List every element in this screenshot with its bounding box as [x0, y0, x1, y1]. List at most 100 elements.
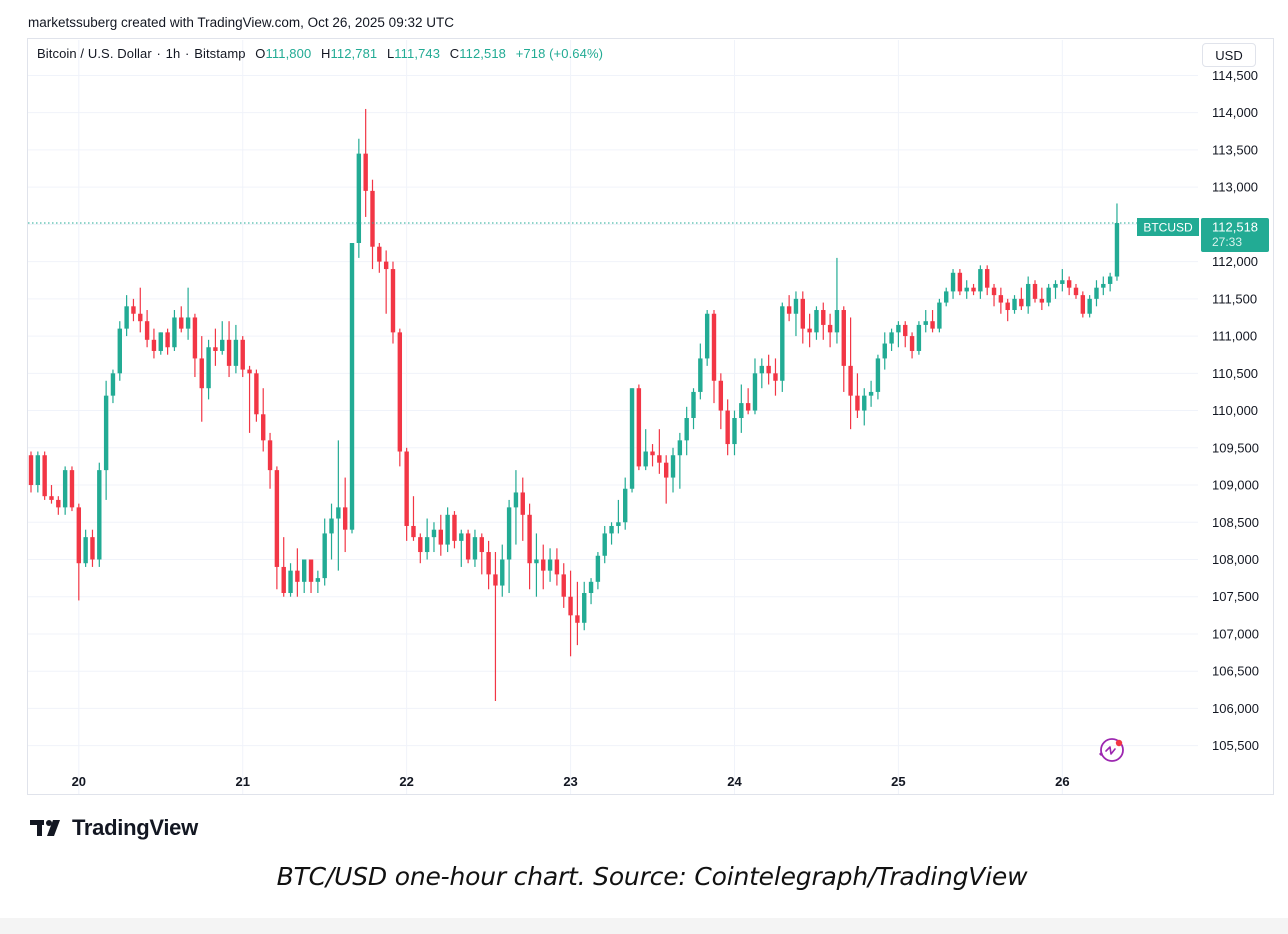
candle — [199, 336, 204, 422]
tradingview-wordmark: TradingView — [72, 815, 198, 840]
candle — [370, 179, 375, 270]
candle — [90, 529, 95, 567]
candle-body — [1060, 280, 1065, 284]
candle — [670, 447, 676, 493]
time-axis: 20 21 22 23 24 25 26 — [72, 774, 1070, 789]
candle-body — [1087, 298, 1092, 314]
legend-low-label: L — [386, 46, 395, 61]
chart-frame — [27, 38, 1274, 795]
candle-body — [206, 347, 211, 389]
candle-body — [1012, 298, 1017, 311]
candle — [438, 514, 443, 556]
candle — [800, 291, 805, 344]
figure-caption: BTC/USD one-hour chart. Source: Cointele… — [276, 862, 1028, 891]
candle-body — [356, 153, 362, 243]
x-tick-label: 25 — [891, 774, 905, 789]
legend-interval: 1h — [165, 46, 181, 61]
y-tick-label: 112,000 — [1212, 254, 1258, 269]
candle-body — [875, 358, 881, 392]
chart-credit: marketssuberg created with TradingView.c… — [28, 15, 454, 30]
legend-symbol: Bitcoin / U.S. Dollar — [37, 46, 152, 61]
candle — [1019, 287, 1024, 311]
candle — [841, 306, 846, 392]
candle-body — [793, 298, 799, 314]
y-tick-label: 109,000 — [1212, 478, 1259, 493]
candle-body — [745, 403, 751, 411]
candle-body — [766, 365, 771, 374]
candle — [752, 358, 758, 415]
candle-body — [240, 339, 245, 370]
chart-grid — [28, 40, 1198, 794]
candle-body — [629, 388, 635, 489]
candle — [165, 328, 170, 355]
candle — [322, 518, 327, 586]
candle-body — [1107, 276, 1113, 284]
tradingview-logo[interactable]: TradingView — [30, 815, 198, 841]
candle-body — [739, 403, 744, 418]
currency-button[interactable]: USD — [1202, 43, 1256, 67]
candle — [862, 388, 867, 426]
candle-body — [179, 317, 184, 329]
candle — [131, 298, 136, 322]
ticker-tag-label: BTCUSD — [1143, 221, 1193, 235]
candle-body — [295, 570, 300, 582]
candle — [554, 548, 560, 586]
candle — [821, 302, 826, 340]
candle — [1060, 269, 1065, 292]
candle-body — [220, 339, 225, 351]
candle-body — [807, 328, 812, 333]
candle — [103, 380, 109, 500]
candle — [49, 485, 54, 504]
symbol-legend[interactable]: Bitcoin / U.S. Dollar · 1h · Bitstamp O1… — [37, 46, 604, 61]
candle-body — [752, 373, 758, 411]
candle-body — [151, 339, 157, 351]
candle-body — [670, 455, 676, 478]
candle-body — [329, 518, 334, 534]
price-tag-countdown: 27:33 — [1212, 235, 1242, 249]
y-tick-label: 107,000 — [1212, 626, 1259, 641]
candle-body — [342, 507, 348, 530]
candle-body — [780, 306, 785, 381]
candle — [903, 321, 908, 348]
candle-body — [90, 537, 95, 560]
candle-body — [131, 306, 136, 314]
candle-body — [185, 317, 191, 329]
candle — [889, 328, 894, 351]
candle-body — [192, 317, 198, 359]
candle-body — [1101, 283, 1106, 288]
candle — [909, 332, 915, 359]
candle-body — [944, 291, 949, 303]
candle-body — [554, 559, 560, 575]
candle-body — [1073, 287, 1079, 296]
ticker-tag-bg — [1137, 218, 1199, 236]
candle — [349, 243, 355, 534]
y-tick-label: 114,500 — [1212, 68, 1258, 83]
candle — [609, 522, 614, 545]
candle-body — [49, 496, 54, 500]
candle — [657, 429, 662, 474]
candle — [978, 265, 983, 299]
candle-body — [732, 418, 737, 445]
candle-body — [1019, 298, 1024, 307]
candle-body — [479, 537, 484, 553]
candle — [506, 499, 512, 593]
candle-body — [930, 321, 935, 329]
candle-body — [165, 332, 170, 348]
candle-body — [937, 302, 942, 329]
candle-body — [363, 153, 368, 191]
candle-body — [83, 537, 88, 564]
candle — [1012, 295, 1017, 314]
y-tick-label: 107,500 — [1212, 589, 1259, 604]
candle-body — [424, 537, 430, 553]
candle — [459, 529, 464, 567]
candle — [302, 559, 307, 593]
candle-body — [404, 451, 409, 526]
candle — [1094, 280, 1099, 307]
candle — [1087, 295, 1092, 318]
candle — [896, 321, 901, 348]
candle — [513, 470, 519, 545]
candle-body — [308, 559, 314, 582]
candle — [582, 581, 587, 631]
candle-body — [493, 574, 498, 586]
